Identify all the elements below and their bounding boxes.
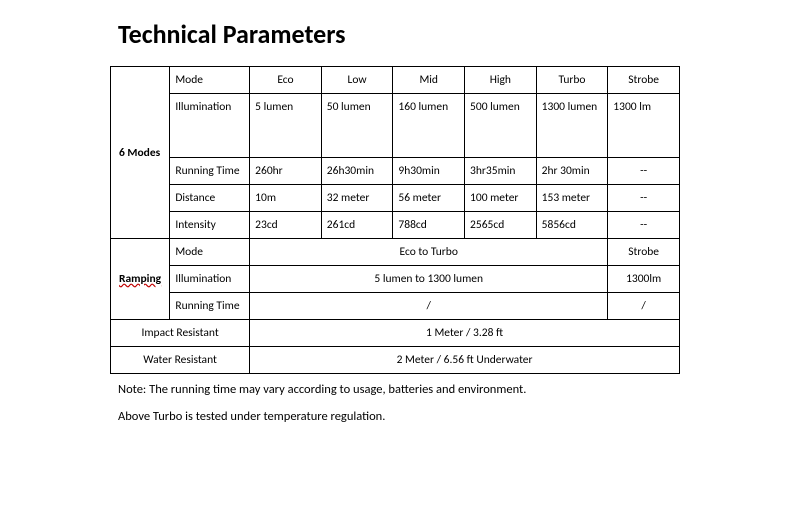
cell-attr: Illumination: [170, 94, 250, 158]
cell: Eco: [250, 67, 322, 94]
cell-attr: Running Time: [170, 293, 250, 320]
cell: 1300 lumen: [536, 94, 608, 158]
table-row: Water Resistant 2 Meter / 6.56 ft Underw…: [111, 347, 680, 374]
table-row: Running Time / /: [111, 293, 680, 320]
cell: 3hr35min: [465, 158, 537, 185]
cell: High: [465, 67, 537, 94]
cell: --: [608, 212, 680, 239]
cell-attr: Distance: [170, 185, 250, 212]
cell-merged: /: [250, 293, 608, 320]
cell: 2hr 30min: [536, 158, 608, 185]
table-row: Ramping Mode Eco to Turbo Strobe: [111, 239, 680, 266]
cell-merged: 5 lumen to 1300 lumen: [250, 266, 608, 293]
table-row: Running Time 260hr 26h30min 9h30min 3hr3…: [111, 158, 680, 185]
cell: Turbo: [536, 67, 608, 94]
cell-merged: Eco to Turbo: [250, 239, 608, 266]
cell: 26h30min: [321, 158, 393, 185]
note-line: Above Turbo is tested under temperature …: [118, 409, 688, 424]
cell: 5 lumen: [250, 94, 322, 158]
cell-attr: Mode: [170, 67, 250, 94]
cell: 1300 lm: [608, 94, 680, 158]
cell: 500 lumen: [465, 94, 537, 158]
cell: 1300lm: [608, 266, 680, 293]
table-row: 6 Modes Mode Eco Low Mid High Turbo Stro…: [111, 67, 680, 94]
table-row: Intensity 23cd 261cd 788cd 2565cd 5856cd…: [111, 212, 680, 239]
cell: 2565cd: [465, 212, 537, 239]
cell: 788cd: [393, 212, 465, 239]
notes-section: Note: The running time may vary accordin…: [118, 382, 688, 424]
table-row: Illumination 5 lumen 50 lumen 160 lumen …: [111, 94, 680, 158]
section-label-ramping: Ramping: [111, 239, 170, 320]
cell: --: [608, 185, 680, 212]
water-resistant-value: 2 Meter / 6.56 ft Underwater: [250, 347, 680, 374]
cell: Strobe: [608, 239, 680, 266]
cell-attr: Intensity: [170, 212, 250, 239]
parameters-table: 6 Modes Mode Eco Low Mid High Turbo Stro…: [110, 66, 680, 374]
table-row: Illumination 5 lumen to 1300 lumen 1300l…: [111, 266, 680, 293]
cell-attr: Mode: [170, 239, 250, 266]
page-title: Technical Parameters: [118, 18, 793, 50]
cell: 261cd: [321, 212, 393, 239]
note-line: Note: The running time may vary accordin…: [118, 382, 688, 397]
cell: Low: [321, 67, 393, 94]
cell: 56 meter: [393, 185, 465, 212]
impact-resistant-label: Impact Resistant: [111, 320, 250, 347]
cell: Mid: [393, 67, 465, 94]
cell: --: [608, 158, 680, 185]
cell: 23cd: [250, 212, 322, 239]
impact-resistant-value: 1 Meter / 3.28 ft: [250, 320, 680, 347]
cell: 32 meter: [321, 185, 393, 212]
cell: 153 meter: [536, 185, 608, 212]
cell-attr: Running Time: [170, 158, 250, 185]
cell: 160 lumen: [393, 94, 465, 158]
cell: 9h30min: [393, 158, 465, 185]
section-label-6modes: 6 Modes: [111, 67, 170, 239]
cell: 50 lumen: [321, 94, 393, 158]
table-row: Distance 10m 32 meter 56 meter 100 meter…: [111, 185, 680, 212]
cell: 100 meter: [465, 185, 537, 212]
cell: /: [608, 293, 680, 320]
cell: 260hr: [250, 158, 322, 185]
cell: 5856cd: [536, 212, 608, 239]
cell-attr: Illumination: [170, 266, 250, 293]
table-row: Impact Resistant 1 Meter / 3.28 ft: [111, 320, 680, 347]
water-resistant-label: Water Resistant: [111, 347, 250, 374]
cell: Strobe: [608, 67, 680, 94]
cell: 10m: [250, 185, 322, 212]
